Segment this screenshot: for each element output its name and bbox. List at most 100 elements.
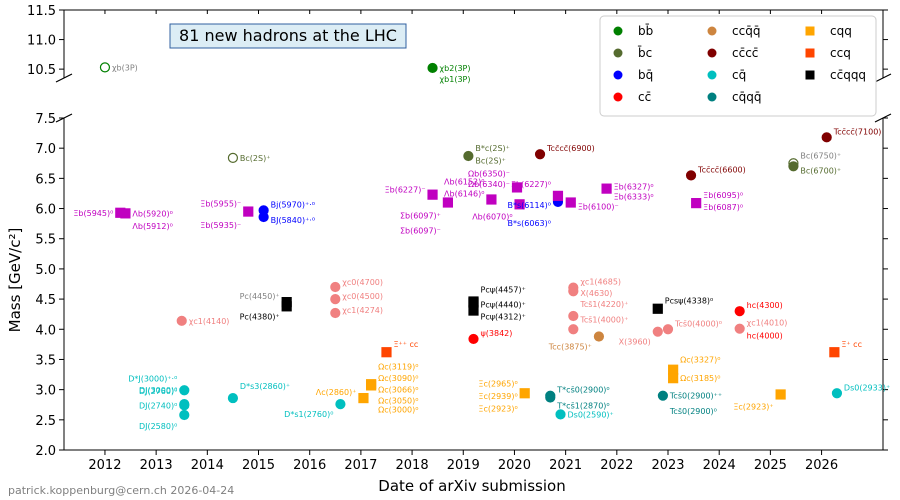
point-label: DJ(2740)⁰ bbox=[139, 401, 177, 410]
y-tick-label: 7.0 bbox=[35, 142, 56, 157]
point-label: Ωc(3000)⁰ bbox=[378, 406, 418, 415]
point-label: Pc(4380)⁺ bbox=[240, 312, 280, 321]
data-point bbox=[486, 194, 497, 205]
data-point bbox=[179, 385, 190, 396]
point-label: B*s(6063)⁰ bbox=[507, 219, 550, 228]
point-label: Σb(6097)⁻ bbox=[400, 227, 441, 236]
data-point bbox=[468, 305, 479, 316]
point-label: χb1(3P) bbox=[440, 75, 471, 84]
y-tick-label: 6.0 bbox=[35, 203, 56, 218]
point-label: Ωb(6340)⁻ bbox=[468, 180, 510, 189]
x-tick-label: 2020 bbox=[498, 458, 531, 473]
data-point bbox=[442, 197, 454, 208]
data-point bbox=[691, 198, 702, 209]
data-point bbox=[179, 409, 190, 421]
point-label: DJ(3000)⁰ bbox=[139, 386, 177, 395]
data-point bbox=[243, 206, 254, 217]
data-point bbox=[552, 190, 564, 201]
y-axis-label: Mass [GeV/c²] bbox=[6, 228, 24, 333]
point-label: Ωc(3185)⁰ bbox=[680, 374, 720, 383]
y-tick-label-top: 11.0 bbox=[27, 34, 56, 49]
point-label: Tcs̄0(2900)⁰ bbox=[669, 407, 717, 416]
data-point bbox=[775, 389, 786, 400]
data-point bbox=[468, 333, 479, 345]
credit-text: patrick.koppenburg@cern.ch 2026-04-24 bbox=[8, 484, 234, 497]
legend-marker bbox=[805, 48, 815, 58]
data-point bbox=[366, 380, 377, 391]
data-point bbox=[568, 324, 579, 335]
point-label: Pcψ(4457)⁺ bbox=[481, 286, 526, 295]
y-tick-label: 7.5 bbox=[35, 112, 56, 127]
data-point bbox=[511, 182, 523, 193]
point-label: Tcc̄cc̄(6900) bbox=[546, 144, 595, 153]
data-point bbox=[335, 399, 346, 410]
point-label: Ξc(2923)⁺ bbox=[733, 402, 773, 411]
point-label: χc1(4010) bbox=[747, 319, 788, 328]
y-tick-label: 3.5 bbox=[35, 353, 56, 368]
point-label: Ds0(2590)⁺ bbox=[568, 410, 614, 419]
legend-marker bbox=[707, 70, 717, 80]
point-label: Ξb(5945)⁰ bbox=[73, 209, 113, 218]
point-label: χc1(4685) bbox=[580, 278, 621, 287]
point-label: Tcc̄cc̄(7100) bbox=[833, 127, 882, 136]
axis-break-mark bbox=[55, 73, 73, 83]
point-label: D*J(3000)⁺·⁰ bbox=[128, 375, 177, 384]
point-label: Ξ⁺ cc bbox=[841, 340, 862, 349]
x-tick-label: 2012 bbox=[88, 458, 121, 473]
legend-label: ccq bbox=[830, 46, 851, 60]
point-label: Ξc(2923)⁰ bbox=[478, 404, 517, 413]
data-point bbox=[652, 326, 663, 337]
x-tick-label: 2024 bbox=[703, 458, 736, 473]
legend-marker bbox=[805, 26, 815, 36]
point-label: Ξb(5955)⁻ bbox=[200, 200, 241, 209]
axes-layer: 2012 2013 2014 2015 2016 2017 2018 2019 2020 2021… bbox=[27, 4, 892, 473]
point-label: D*s3(2860)⁺ bbox=[240, 382, 290, 391]
data-point bbox=[788, 161, 799, 172]
point-label: Λb(5912)⁰ bbox=[132, 222, 172, 231]
point-label: Ξb(6087)⁰ bbox=[703, 203, 743, 212]
point-label: Ωc(3066)⁰ bbox=[378, 385, 418, 394]
data-point bbox=[381, 347, 392, 358]
legend: bb̄ b̄c bq̄ cc̄ ccq̄q̄ cc̄cc̄ cq̄ cq̄qq̄ cqq ccq c… bbox=[599, 15, 877, 117]
title-box: 81 new hadrons at the LHC bbox=[169, 23, 407, 49]
data-point bbox=[831, 388, 843, 399]
point-label: Ξb(6327)⁰ bbox=[614, 183, 654, 192]
data-point bbox=[601, 183, 612, 194]
data-point bbox=[227, 152, 239, 163]
x-tick-label: 2018 bbox=[396, 458, 429, 473]
point-label: X(4630) bbox=[580, 289, 612, 298]
point-label: Tcs̄0(4000)⁰ bbox=[674, 319, 722, 328]
legend-label: bq̄ bbox=[638, 68, 653, 82]
data-point bbox=[568, 286, 579, 297]
point-label: Pc(4450)⁺ bbox=[240, 292, 280, 301]
point-label: Ωc(3050)⁰ bbox=[378, 397, 418, 406]
point-label: Ξc(2965)⁰ bbox=[478, 379, 517, 388]
point-label: Ξb(6100)⁻ bbox=[578, 203, 619, 212]
point-label: Ωc(3090)⁰ bbox=[378, 374, 418, 383]
point-label: Bc(2S)⁺ bbox=[240, 154, 271, 163]
data-point bbox=[657, 390, 668, 401]
point-label: Ξb(5935)⁻ bbox=[200, 221, 241, 230]
point-label: Tcc(3875)⁺ bbox=[548, 343, 592, 352]
point-label: DJ(2760)⁰ bbox=[139, 387, 177, 396]
legend-marker bbox=[613, 70, 623, 80]
data-point bbox=[176, 315, 187, 326]
point-label: χc0(4700) bbox=[342, 278, 383, 287]
point-label: Λb(6152)⁰ bbox=[444, 177, 484, 186]
point-label: χb2(3P) bbox=[440, 64, 471, 73]
point-label: T*cs̄1(2870)⁰ bbox=[556, 401, 609, 410]
legend-marker bbox=[707, 92, 717, 102]
point-label: B*s(6114)⁰ bbox=[507, 201, 550, 210]
x-tick-label: 2022 bbox=[600, 458, 633, 473]
data-point bbox=[463, 150, 474, 162]
data-point bbox=[668, 373, 679, 384]
point-label: Pcψ(4312)⁺ bbox=[481, 313, 526, 322]
point-label: hc(4300) bbox=[747, 301, 783, 310]
data-point bbox=[330, 307, 341, 319]
point-label: Λc(2860)⁺ bbox=[316, 388, 357, 397]
point-label: hc(4000) bbox=[747, 331, 783, 340]
legend-marker bbox=[805, 70, 815, 80]
point-label: Bc(2S)⁺ bbox=[475, 157, 506, 166]
y-tick-label: 6.5 bbox=[35, 172, 56, 187]
point-label: D*s1(2760)⁰ bbox=[284, 410, 333, 419]
